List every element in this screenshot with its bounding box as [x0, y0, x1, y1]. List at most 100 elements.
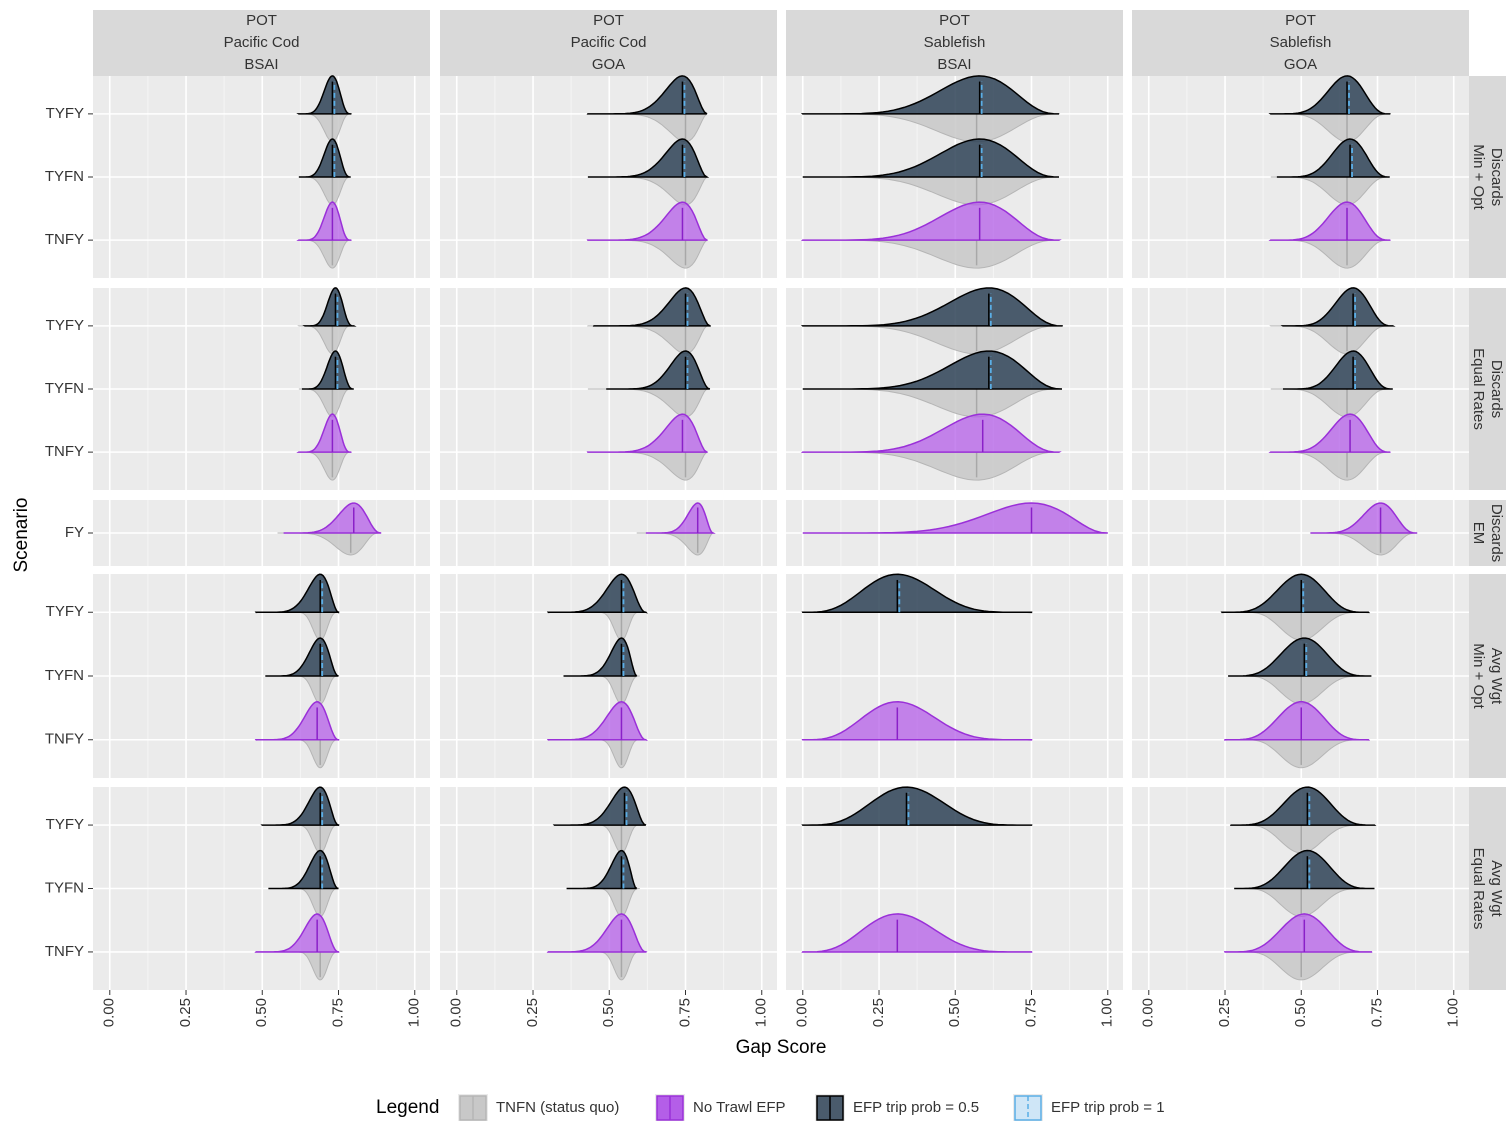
- x-tick-label: 0.00: [794, 998, 811, 1027]
- row-strip-label: Min + Opt: [1470, 144, 1487, 210]
- x-tick-label: 0.00: [101, 998, 118, 1027]
- efp-density: [802, 350, 1063, 390]
- y-tick-label: TYFN: [45, 380, 84, 397]
- column-strip-label: Sablefish: [1270, 34, 1332, 51]
- column-strip-label: POT: [593, 12, 624, 29]
- legend-label: TNFN (status quo): [496, 1099, 619, 1116]
- column-strip-label: GOA: [1284, 56, 1317, 73]
- no-trawl-density: [1268, 201, 1391, 241]
- y-tick-label: TYFN: [45, 879, 84, 896]
- y-tick-label: TYFY: [46, 816, 84, 833]
- x-tick-label: 0.00: [1140, 998, 1157, 1027]
- x-tick-label: 0.25: [870, 998, 887, 1027]
- efp-density: [1276, 138, 1390, 178]
- efp-density: [587, 138, 710, 178]
- column-strip: [93, 10, 430, 76]
- column-strip-label: Pacific Cod: [571, 34, 647, 51]
- efp-density: [296, 75, 352, 115]
- no-trawl-density: [1223, 701, 1371, 741]
- no-trawl-density: [296, 201, 352, 241]
- row-strip: [1468, 288, 1506, 490]
- column-strip-label: Pacific Cod: [224, 34, 300, 51]
- column-strip-label: POT: [246, 12, 277, 29]
- x-axis-label: Gap Score: [736, 1037, 827, 1058]
- row-strip-label: Avg Wgt: [1488, 860, 1505, 917]
- column-strip: [786, 10, 1123, 76]
- legend-label: No Trawl EFP: [693, 1099, 786, 1116]
- no-trawl-density: [801, 701, 1033, 741]
- efp-density: [801, 573, 1033, 614]
- row-strip-label: Discards: [1488, 360, 1505, 418]
- x-tick-label: 0.50: [600, 998, 617, 1027]
- no-trawl-density: [254, 701, 340, 741]
- efp-density: [260, 786, 340, 827]
- no-trawl-density: [800, 201, 1060, 241]
- y-tick-label: TNFY: [45, 943, 84, 960]
- row-strip: [1468, 574, 1506, 778]
- x-tick-label: 1.00: [753, 998, 770, 1027]
- x-tick-label: 0.50: [1292, 998, 1309, 1027]
- efp-density: [563, 637, 638, 677]
- column-strip-label: Sablefish: [924, 34, 986, 51]
- no-trawl-density: [586, 413, 709, 453]
- column-strip: [1132, 10, 1469, 76]
- column-strip-label: BSAI: [244, 56, 278, 73]
- efp-density: [1268, 75, 1391, 115]
- x-tick-label: 1.00: [1445, 998, 1462, 1027]
- efp-density: [801, 786, 1033, 826]
- y-tick-label: TYFN: [45, 667, 84, 684]
- row-strip-label: Discards: [1488, 148, 1505, 206]
- row-strip: [1468, 787, 1506, 990]
- column-strip-label: GOA: [592, 56, 625, 73]
- y-tick-label: TNFY: [45, 231, 84, 248]
- no-trawl-density: [1268, 413, 1391, 453]
- row-strip-label: Equal Rates: [1470, 848, 1487, 930]
- efp-density: [1229, 786, 1377, 826]
- x-tick-label: 0.25: [177, 998, 194, 1027]
- x-tick-label: 0.75: [329, 998, 346, 1027]
- no-trawl-density: [645, 502, 716, 534]
- row-strip-label: Equal Rates: [1470, 348, 1487, 430]
- x-tick-label: 0.75: [676, 998, 693, 1027]
- column-strip-label: POT: [939, 12, 970, 29]
- efp-density: [566, 849, 638, 890]
- y-tick-label: TYFY: [46, 317, 84, 334]
- efp-density: [302, 287, 357, 327]
- y-tick-label: TNFY: [45, 731, 84, 748]
- efp-density: [268, 849, 339, 890]
- efp-density: [254, 573, 340, 614]
- row-strip-label: Discards: [1488, 504, 1505, 562]
- legend-label: EFP trip prob = 0.5: [853, 1099, 979, 1116]
- legend-label: EFP trip prob = 1: [1051, 1099, 1165, 1116]
- y-axis-label: Scenario: [11, 498, 32, 573]
- efp-density: [301, 350, 354, 390]
- efp-density: [1282, 350, 1393, 390]
- no-trawl-density: [800, 413, 1060, 453]
- y-tick-label: TYFN: [45, 168, 84, 185]
- efp-density: [1220, 573, 1371, 614]
- x-tick-label: 0.50: [253, 998, 270, 1027]
- legend-title: Legend: [376, 1097, 439, 1118]
- no-trawl-density: [283, 502, 382, 534]
- efp-density: [800, 75, 1060, 115]
- efp-density: [298, 138, 351, 178]
- efp-density: [552, 786, 647, 826]
- efp-density: [1234, 849, 1375, 890]
- x-tick-label: 0.75: [1022, 998, 1039, 1027]
- row-strip: [1468, 500, 1506, 566]
- y-tick-label: TYFY: [46, 603, 84, 620]
- row-strip-label: Avg Wgt: [1488, 648, 1505, 705]
- efp-density: [1228, 637, 1372, 677]
- x-tick-label: 0.50: [946, 998, 963, 1027]
- no-trawl-density: [1310, 502, 1418, 534]
- efp-density: [800, 287, 1063, 327]
- x-tick-label: 0.75: [1368, 998, 1385, 1027]
- row-strip-label: EM: [1470, 522, 1487, 545]
- efp-density: [606, 350, 711, 390]
- x-tick-label: 0.00: [448, 998, 465, 1027]
- no-trawl-density: [586, 201, 709, 241]
- efp-density: [802, 138, 1060, 178]
- y-tick-label: FY: [65, 524, 84, 541]
- no-trawl-density: [801, 913, 1033, 953]
